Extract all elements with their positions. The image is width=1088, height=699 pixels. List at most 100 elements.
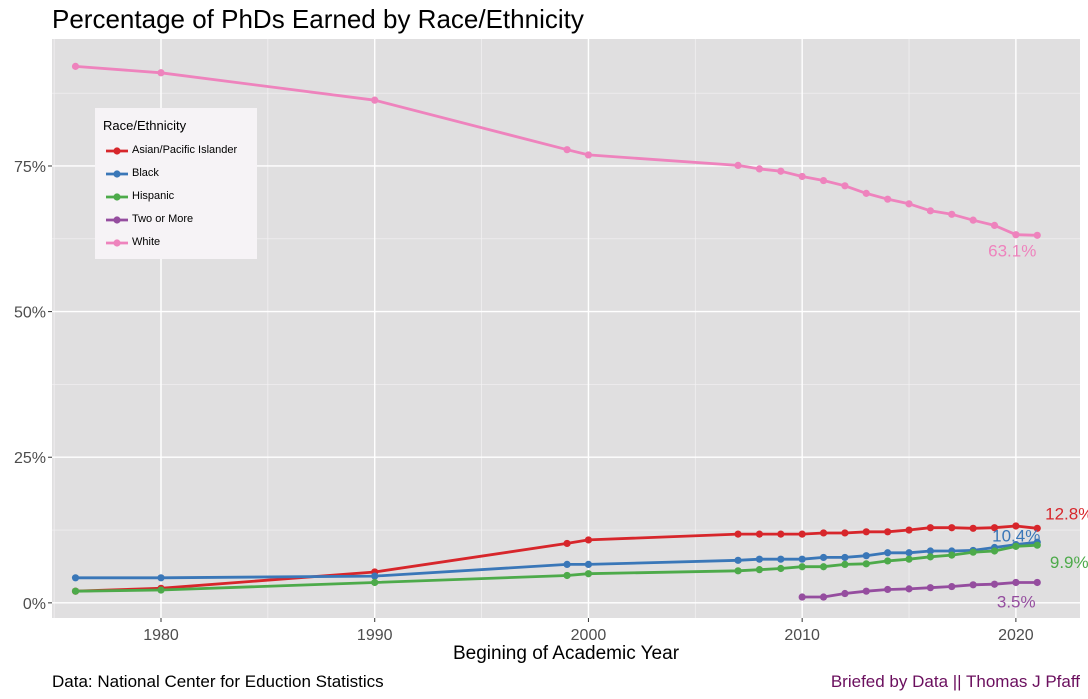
data-point (157, 586, 165, 594)
data-point (734, 530, 742, 538)
series-group (71, 62, 1041, 601)
data-point (819, 176, 828, 185)
x-axis-title: Begining of Academic Year (452, 643, 680, 664)
legend: Race/Ethnicity Asian/Pacific Islander Bla… (95, 108, 257, 259)
data-point (926, 584, 934, 592)
data-point (948, 582, 956, 591)
axes: 1980 1990 2000 2010 2020 0% 25% 50% 75% (14, 159, 1034, 644)
data-point (71, 587, 80, 595)
data-point (1012, 578, 1020, 587)
data-point (755, 566, 764, 574)
legend-item-hispanic: Hispanic (103, 188, 255, 206)
data-point (905, 555, 913, 563)
data-point (841, 182, 849, 190)
data-point (862, 189, 870, 197)
y-tick-label: 25% (14, 450, 46, 467)
data-point (969, 581, 977, 589)
data-point (948, 210, 956, 218)
data-point (563, 146, 571, 154)
x-tick-label: 2000 (571, 627, 607, 644)
end-label: 3.5% (997, 592, 1036, 611)
data-point (905, 200, 913, 208)
data-point (862, 552, 870, 560)
data-point (841, 560, 849, 569)
data-point (1033, 524, 1041, 532)
legend-label: Two or More (132, 213, 194, 225)
data-point (71, 574, 80, 582)
data-point (948, 551, 956, 559)
data-point (734, 556, 742, 564)
end-label: 63.1% (988, 241, 1036, 260)
x-tick-label: 2020 (998, 627, 1034, 644)
end-label: 9.9% (1050, 553, 1088, 572)
data-point (584, 536, 593, 544)
data-point (798, 172, 806, 181)
data-point (157, 574, 165, 582)
data-point (990, 524, 999, 532)
data-point (862, 560, 870, 568)
data-point (905, 585, 913, 593)
data-point (841, 553, 849, 562)
end-label: 10.4% (992, 526, 1040, 545)
data-point (819, 553, 828, 562)
legend-label: White (132, 236, 161, 248)
data-point (798, 555, 806, 563)
data-point (755, 555, 764, 563)
data-point (1012, 231, 1020, 239)
data-point (755, 165, 764, 173)
data-point (884, 195, 892, 203)
legend-item-white: White (103, 234, 255, 252)
data-point (926, 547, 934, 555)
data-point (948, 524, 956, 532)
data-point (905, 526, 913, 534)
data-point (1012, 542, 1020, 550)
end-labels: 12.8% 10.4% 9.9% 3.5% 63.1% (988, 241, 1088, 611)
x-tick-label: 1990 (357, 627, 393, 644)
data-point (798, 530, 806, 538)
data-point (990, 547, 999, 555)
x-tick-label: 1980 (143, 627, 179, 644)
data-point (1033, 578, 1041, 587)
data-point (905, 549, 913, 557)
data-point (563, 571, 571, 580)
data-point (584, 570, 593, 578)
y-tick-label: 75% (14, 159, 46, 176)
data-point (777, 167, 785, 175)
data-point (819, 593, 828, 601)
data-point (371, 572, 379, 580)
legend-label: Black (132, 167, 159, 179)
legend-key (106, 239, 128, 247)
legend-key (106, 216, 128, 224)
legend-key (106, 170, 128, 178)
data-point (798, 563, 806, 571)
data-point (969, 524, 977, 532)
data-point (926, 553, 934, 561)
data-point (990, 221, 999, 229)
data-point (1033, 231, 1041, 239)
data-point (819, 529, 828, 537)
x-tick-label: 2010 (784, 627, 820, 644)
series-hispanic (71, 541, 1041, 595)
legend-key (106, 193, 128, 201)
data-point (734, 567, 742, 575)
legend-title: Race/Ethnicity (103, 118, 187, 133)
data-point (777, 555, 785, 563)
legend-item-black: Black (103, 165, 255, 183)
data-point (1033, 541, 1041, 549)
legend-key (106, 147, 128, 155)
data-point (755, 530, 764, 538)
source-note: Data: National Center for Eduction Stati… (52, 672, 384, 691)
credit-note: Briefed by Data || Thomas J Pfaff (830, 672, 1080, 691)
y-tick-label: 50% (14, 305, 46, 322)
data-point (841, 589, 849, 598)
data-point (584, 560, 593, 569)
data-point (884, 557, 892, 565)
legend-item-asian-pacific-islander: Asian/Pacific Islander (103, 142, 255, 160)
data-point (884, 549, 892, 557)
data-point (584, 151, 593, 159)
data-point (862, 528, 870, 536)
data-point (884, 585, 892, 594)
data-point (926, 207, 934, 215)
data-point (926, 524, 934, 532)
